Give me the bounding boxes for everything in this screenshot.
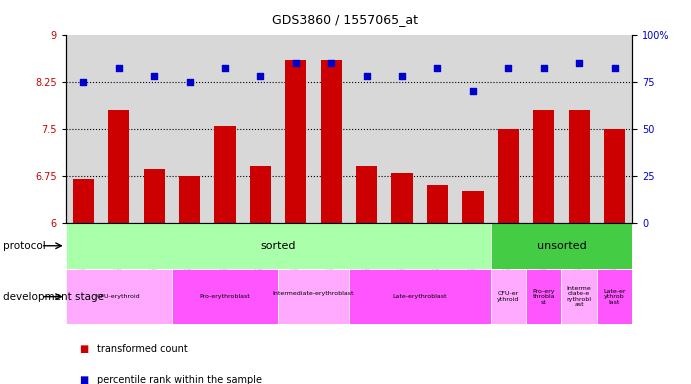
Bar <box>526 269 562 324</box>
Bar <box>604 129 625 223</box>
Point <box>149 73 160 79</box>
Bar <box>179 176 200 223</box>
Bar <box>108 110 129 223</box>
Bar <box>569 110 589 223</box>
Text: Late-er
ythrob
last: Late-er ythrob last <box>603 289 626 305</box>
Text: CFU-erythroid: CFU-erythroid <box>97 294 140 299</box>
Point <box>538 65 549 71</box>
Point <box>432 65 443 71</box>
Point <box>467 88 478 94</box>
Bar <box>321 60 342 223</box>
Bar <box>491 269 526 324</box>
Bar <box>214 126 236 223</box>
Text: Pro-ery
throbla
st: Pro-ery throbla st <box>533 289 555 305</box>
Text: ■: ■ <box>79 344 88 354</box>
Text: sorted: sorted <box>261 241 296 251</box>
Point <box>361 73 372 79</box>
Point <box>290 60 301 66</box>
Point <box>397 73 408 79</box>
Point <box>503 65 514 71</box>
Point <box>184 79 195 85</box>
Text: protocol: protocol <box>3 241 46 251</box>
Bar <box>285 60 306 223</box>
Bar <box>249 166 271 223</box>
Point <box>113 65 124 71</box>
Bar <box>491 223 632 269</box>
Bar <box>462 191 484 223</box>
Text: Pro-erythroblast: Pro-erythroblast <box>200 294 250 299</box>
Bar <box>144 169 164 223</box>
Bar <box>533 110 554 223</box>
Bar <box>391 172 413 223</box>
Text: unsorted: unsorted <box>537 241 586 251</box>
Bar <box>349 269 491 324</box>
Point <box>609 65 620 71</box>
Bar <box>561 269 597 324</box>
Bar <box>172 269 278 324</box>
Bar <box>66 223 491 269</box>
Bar <box>278 269 349 324</box>
Text: CFU-er
ythroid: CFU-er ythroid <box>497 291 520 302</box>
Text: Intermediate-erythroblast: Intermediate-erythroblast <box>273 291 354 302</box>
Bar <box>73 179 94 223</box>
Bar <box>498 129 519 223</box>
Bar <box>356 166 377 223</box>
Point <box>325 60 337 66</box>
Bar <box>66 269 172 324</box>
Text: GDS3860 / 1557065_at: GDS3860 / 1557065_at <box>272 13 419 26</box>
Text: Interme
diate-e
rythrobl
ast: Interme diate-e rythrobl ast <box>567 286 591 307</box>
Text: transformed count: transformed count <box>97 344 187 354</box>
Text: ■: ■ <box>79 375 88 384</box>
Text: development stage: development stage <box>3 291 104 302</box>
Point <box>78 79 89 85</box>
Text: percentile rank within the sample: percentile rank within the sample <box>97 375 262 384</box>
Point <box>255 73 266 79</box>
Bar <box>427 185 448 223</box>
Text: Late-erythroblast: Late-erythroblast <box>392 294 447 299</box>
Bar <box>597 269 632 324</box>
Point <box>574 60 585 66</box>
Point <box>220 65 231 71</box>
